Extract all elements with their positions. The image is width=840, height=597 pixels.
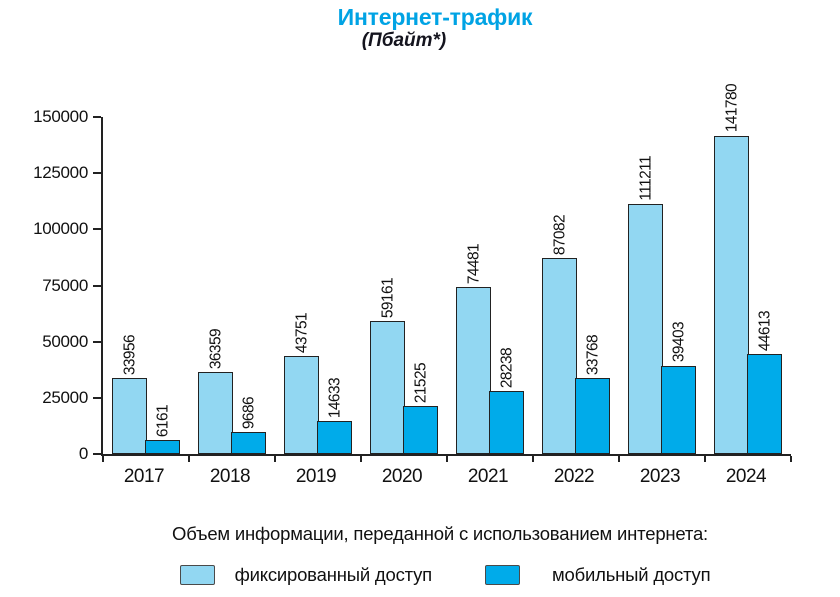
legend: фиксированный доступ мобильный доступ (0, 564, 840, 586)
x-axis: 2017 2018 2019 2020 2021 2022 2023 2024 (101, 467, 789, 487)
bar-value-label: 43751 (292, 312, 310, 353)
y-axis-tick-mark (93, 116, 101, 118)
y-axis-tick-label: 150000 (33, 107, 88, 126)
x-axis-label-2021: 2021 (467, 466, 509, 487)
bar-value-label: 74481 (464, 243, 482, 284)
x-axis-tick-mark (446, 456, 448, 462)
y-axis-tick-label: 75000 (42, 275, 88, 295)
bar-group-2022: 87082 33768 (533, 117, 619, 454)
legend-swatch-fixed-access (179, 565, 215, 585)
legend-label-fixed-access: фиксированный доступ (234, 564, 433, 585)
bar-fixed-access-2019: 43751 (284, 313, 319, 454)
x-axis-label-2017: 2017 (123, 466, 165, 487)
bar-fixed-access-2022: 87082 (542, 215, 577, 454)
y-axis-tick-mark (93, 453, 101, 455)
bar-value-label: 28238 (497, 347, 515, 388)
y-axis-tick-mark (93, 396, 101, 399)
y-axis-tick-label: 50000 (42, 331, 88, 351)
bar-value-label: 14633 (325, 378, 343, 419)
bar-group-2017: 33956 6161 (103, 117, 189, 454)
bar-value-label: 21525 (411, 362, 429, 403)
x-axis-label-2018: 2018 (209, 466, 251, 487)
x-axis-tick-mark (790, 456, 792, 462)
bar-value-label: 9686 (239, 397, 257, 430)
bar-mobile-access-2024: 44613 (747, 311, 782, 454)
x-axis-label-2023: 2023 (639, 466, 681, 487)
bar-fixed-access-2018: 36359 (198, 329, 233, 454)
bar-value-label: 39403 (669, 322, 687, 363)
legend-label-mobile-access: мобильный доступ (551, 564, 711, 585)
bar-value-label: 33956 (120, 334, 138, 375)
chart-title: Интернет-трафик (337, 4, 533, 30)
bar-mobile-access-2018: 9686 (231, 397, 266, 454)
legend-item-fixed-access: фиксированный доступ (179, 564, 433, 586)
bar-value-label: 141780 (722, 84, 740, 133)
bar-value-label: 33768 (583, 335, 601, 376)
y-axis-tick-label: 100000 (33, 219, 88, 239)
x-axis-label-2019: 2019 (295, 466, 337, 487)
bar-mobile-access-2019: 14633 (317, 378, 352, 454)
bar-value-label: 44613 (755, 310, 773, 351)
bar-value-label: 59161 (378, 278, 396, 319)
bar-group-2018: 36359 9686 (189, 117, 275, 454)
y-axis-tick-label: 125000 (33, 163, 88, 183)
x-axis-tick-mark (704, 456, 706, 462)
bar-group-2021: 74481 28238 (447, 117, 533, 454)
x-axis-tick-mark (102, 456, 104, 462)
x-axis-label-2020: 2020 (381, 466, 423, 487)
legend-item-mobile-access: мобильный доступ (484, 564, 711, 586)
bar-mobile-access-2023: 39403 (661, 322, 696, 454)
legend-swatch-mobile-access (484, 565, 520, 585)
plot-area: 33956 6161 36359 9686 43751 14633 59161 21525 74… (93, 84, 792, 462)
bar-mobile-access-2022: 33768 (575, 335, 610, 454)
bar-fixed-access-2017: 33956 (112, 335, 147, 454)
y-axis: 0 25000 50000 75000 100000 125000 150000 (0, 108, 90, 463)
x-axis-tick-mark (188, 456, 190, 462)
bar-fixed-access-2023: 111211 (628, 156, 663, 454)
legend-caption: Объем информации, переданной с использов… (172, 523, 708, 544)
bar-mobile-access-2017: 6161 (145, 405, 180, 454)
bar-value-label: 36359 (206, 329, 224, 370)
bar-fixed-access-2020: 59161 (370, 278, 405, 454)
x-axis-tick-mark (618, 456, 620, 462)
chart-subtitle: (Пбайт*) (361, 30, 447, 51)
bar-group-2020: 59161 21525 (361, 117, 447, 454)
bar-fixed-access-2024: 141780 (714, 84, 749, 454)
y-axis-tick-mark (93, 172, 101, 175)
bar-value-label: 6161 (153, 405, 171, 438)
y-axis-tick-mark (93, 228, 101, 231)
x-axis-tick-mark (360, 456, 362, 462)
bar-mobile-access-2020: 21525 (403, 363, 438, 454)
bar-value-label: 111211 (636, 156, 654, 202)
y-axis-tick-label: 0 (78, 444, 88, 463)
bar-group-2019: 43751 14633 (275, 117, 361, 454)
bar-mobile-access-2021: 28238 (489, 348, 524, 454)
x-axis-tick-mark (532, 456, 534, 462)
bar-group-2024: 141780 44613 (705, 84, 791, 454)
y-axis-tick-label: 25000 (42, 387, 88, 407)
y-axis-tick-mark (93, 340, 101, 343)
bar-group-2023: 111211 39403 (619, 117, 705, 454)
bar-fixed-access-2021: 74481 (456, 244, 491, 454)
bar-value-label: 87082 (550, 215, 568, 256)
x-axis-label-2024: 2024 (725, 466, 767, 487)
y-axis-tick-mark (93, 284, 101, 287)
x-axis-label-2022: 2022 (553, 466, 595, 487)
x-axis-tick-mark (274, 456, 276, 462)
